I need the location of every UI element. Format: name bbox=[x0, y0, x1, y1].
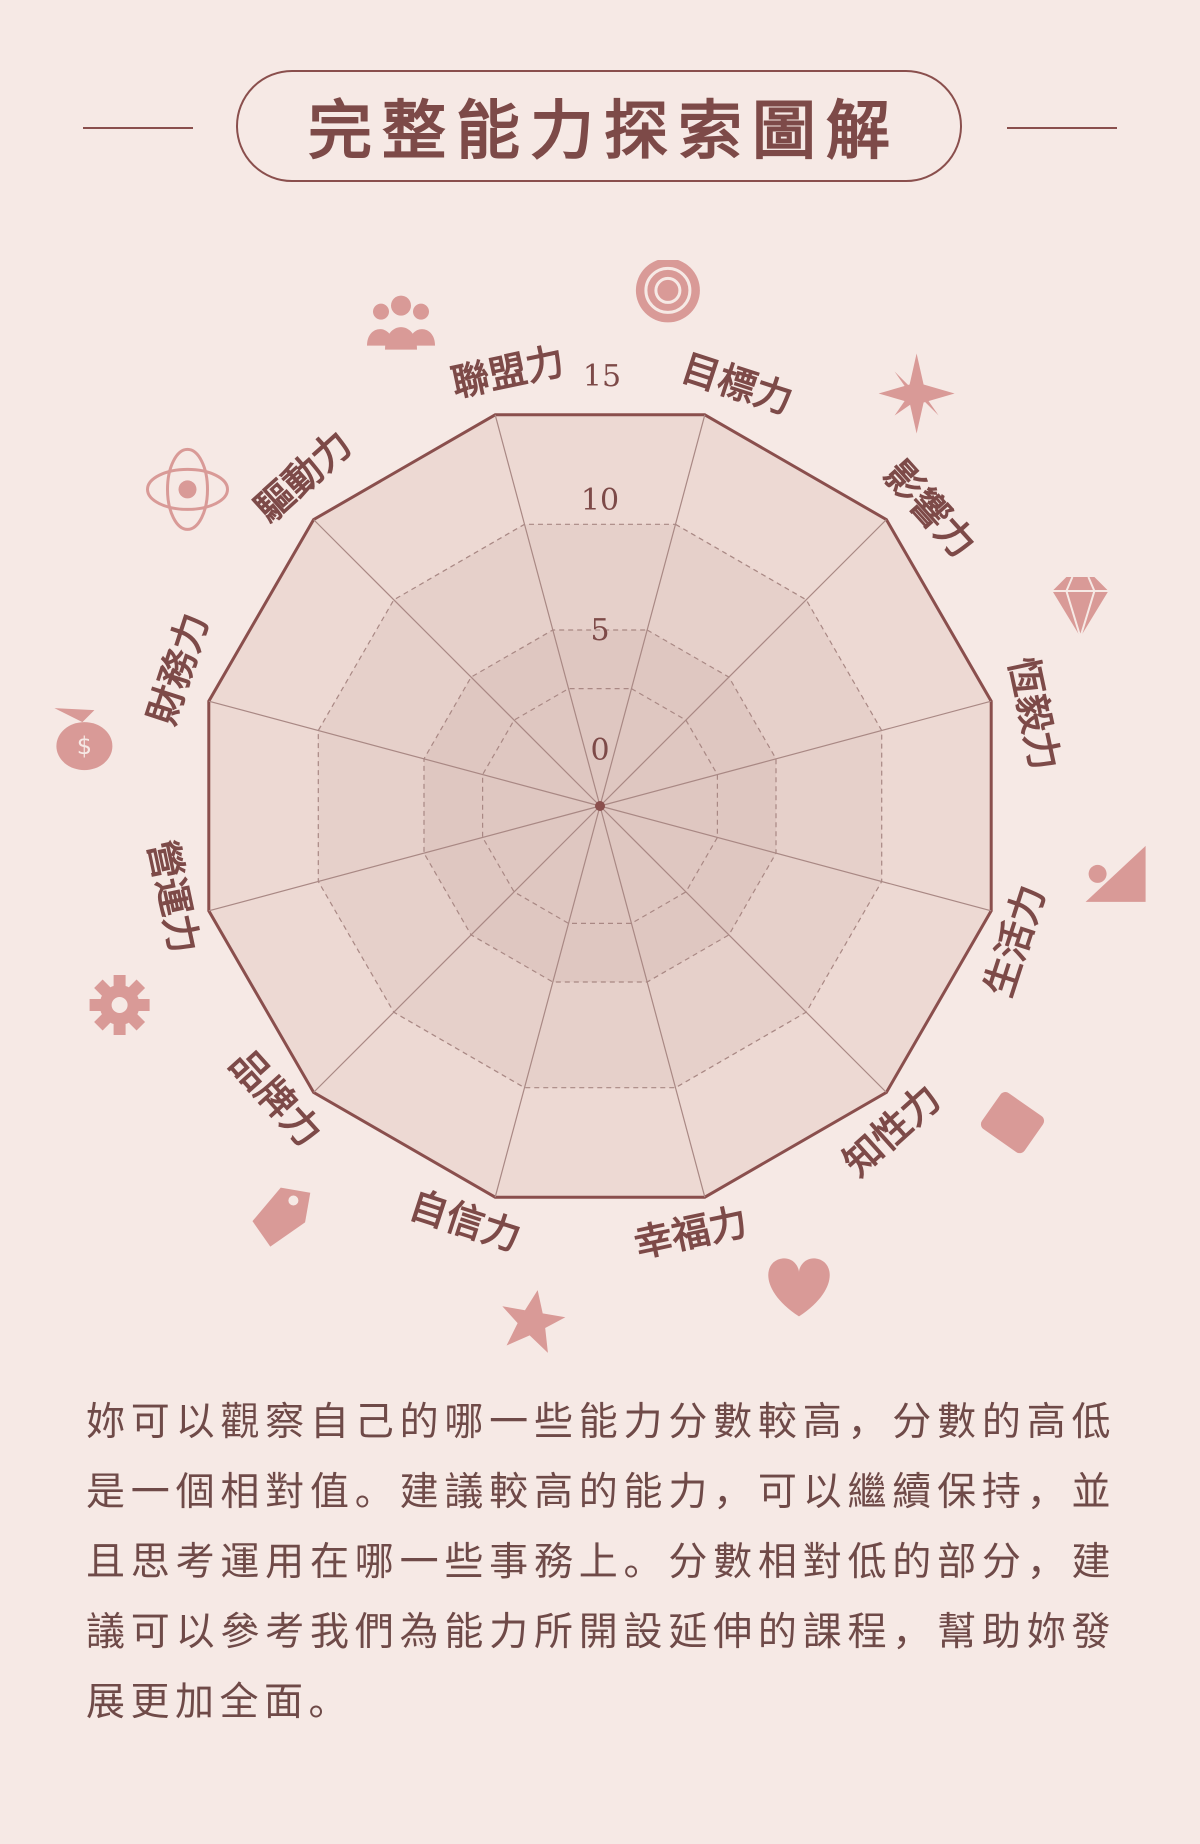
radar-spoke bbox=[494, 414, 601, 807]
radar-center bbox=[595, 801, 605, 811]
axis-label: 幸福力 bbox=[630, 1199, 751, 1267]
page-title: 完整能力探索圖解 bbox=[308, 94, 900, 169]
title-frame: 完整能力探索圖解 bbox=[236, 70, 962, 182]
diamond-icon bbox=[1052, 576, 1109, 641]
star-icon bbox=[502, 1290, 566, 1353]
header: 完整能力探索圖解 bbox=[0, 70, 1200, 190]
sparkle-icon bbox=[878, 353, 955, 434]
tag-icon bbox=[252, 1187, 311, 1247]
title-rule-right bbox=[1007, 127, 1117, 129]
axis-label: 營運力 bbox=[140, 836, 208, 957]
radar-spoke bbox=[313, 519, 601, 807]
heart-icon bbox=[768, 1258, 830, 1317]
svg-text:$: $ bbox=[77, 732, 92, 760]
radar-spoke bbox=[599, 805, 706, 1198]
picture-icon bbox=[1085, 845, 1146, 902]
target-icon bbox=[635, 260, 700, 323]
axis-label: 目標力 bbox=[676, 345, 798, 423]
radar-spoke bbox=[599, 805, 887, 1093]
description-paragraph: 妳可以觀察自己的哪一些能力分數較高，分數的高低是一個相對值。建議較高的能力，可以… bbox=[86, 1400, 1116, 1725]
radar-spoke bbox=[599, 414, 706, 807]
radar-spoke bbox=[208, 805, 601, 912]
group-icon bbox=[367, 295, 435, 350]
axis-label: 財務力 bbox=[139, 608, 217, 730]
radar-spoke bbox=[599, 805, 992, 912]
axis-label: 聯盟力 bbox=[447, 338, 568, 406]
radar-spoke bbox=[494, 805, 601, 1198]
title-rule-left bbox=[83, 127, 193, 129]
axis-label: 恆毅力 bbox=[1000, 653, 1068, 774]
radar-spoke bbox=[599, 519, 887, 807]
radar-spoke bbox=[208, 700, 601, 807]
gear-icon bbox=[89, 975, 150, 1035]
tick-label: 10 bbox=[581, 483, 619, 518]
tick-label: 15 bbox=[583, 359, 621, 394]
book-icon bbox=[980, 1092, 1045, 1154]
atom-icon bbox=[146, 447, 229, 531]
money-bag-icon: $ bbox=[54, 708, 113, 771]
tick-label: 0 bbox=[590, 733, 609, 768]
radar-spoke bbox=[599, 700, 992, 807]
tick-label: 5 bbox=[590, 613, 609, 648]
radar-spoke bbox=[313, 805, 601, 1093]
